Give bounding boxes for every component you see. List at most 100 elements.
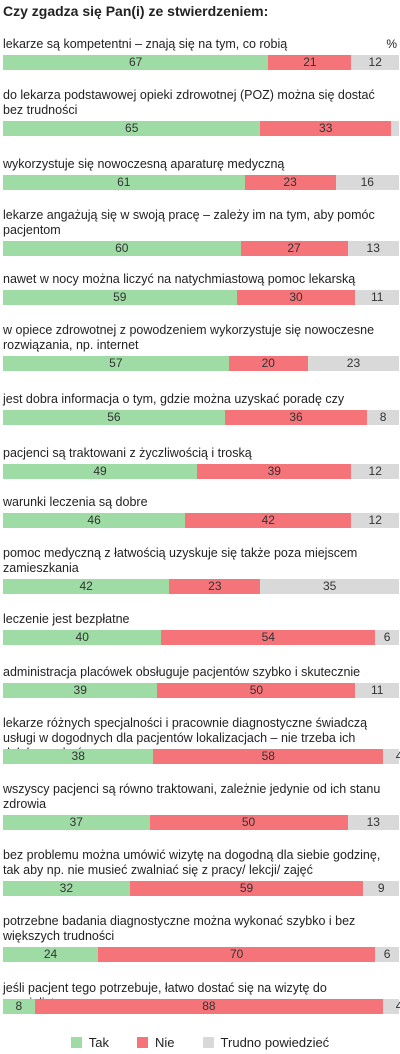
data-label: 6 bbox=[383, 947, 391, 961]
data-label: 12 bbox=[368, 55, 382, 69]
category-label: lekarze angażują się w swoją pracę – zal… bbox=[3, 208, 375, 237]
data-label: 54 bbox=[261, 630, 275, 644]
stacked-bar: 39 50 11 bbox=[3, 683, 399, 698]
data-label: 39 bbox=[267, 464, 281, 478]
data-label: 56 bbox=[107, 410, 121, 424]
data-label: 20 bbox=[261, 356, 275, 370]
legend: Tak Nie Trudno powiedzieć bbox=[0, 1035, 400, 1050]
data-label: 11 bbox=[370, 290, 384, 304]
category-label: nawet w nocy można liczyć na natychmiast… bbox=[3, 272, 356, 286]
stacked-bar: 42 23 35 bbox=[3, 579, 399, 594]
stacked-bar: 40 54 6 bbox=[3, 630, 399, 645]
legend-label-tak: Tak bbox=[88, 1035, 110, 1050]
bar-segment-tak: 38 bbox=[3, 749, 154, 764]
bar-segment-nie: 36 bbox=[224, 410, 368, 425]
data-label: 88 bbox=[202, 999, 216, 1013]
data-label: 60 bbox=[115, 241, 129, 255]
stacked-bar: 37 50 13 bbox=[3, 815, 399, 830]
data-label: 65 bbox=[125, 121, 139, 135]
data-label: 30 bbox=[289, 290, 303, 304]
data-label: 39 bbox=[73, 683, 87, 697]
stacked-bar: 59 30 11 bbox=[3, 290, 399, 305]
data-label: 58 bbox=[261, 749, 275, 763]
bar-segment-trudno: 13 bbox=[347, 815, 399, 830]
bar-segment-trudno: 11 bbox=[355, 290, 399, 305]
data-label: 36 bbox=[289, 410, 303, 424]
stacked-bar: 32 59 9 bbox=[3, 881, 399, 896]
legend-label-nie: Nie bbox=[155, 1035, 175, 1050]
stacked-bar: 61 23 16 bbox=[3, 175, 399, 190]
data-label: 13 bbox=[366, 241, 380, 255]
bar-segment-trudno: 9 bbox=[363, 881, 399, 896]
bar-segment-tak: 65 bbox=[3, 121, 261, 136]
bar-segment-trudno: 4 bbox=[383, 749, 400, 764]
bar-segment-tak: 67 bbox=[3, 55, 269, 70]
data-label: 61 bbox=[117, 175, 131, 189]
bar-segment-trudno: 13 bbox=[347, 241, 399, 256]
data-label: 27 bbox=[287, 241, 301, 255]
data-label: 24 bbox=[43, 947, 58, 961]
data-label: 9 bbox=[377, 881, 385, 895]
stacked-bar: 65 33 2 bbox=[3, 121, 400, 136]
bar-segment-trudno: 23 bbox=[307, 356, 399, 371]
bar-segment-nie: 54 bbox=[161, 630, 376, 645]
bar-segment-nie: 50 bbox=[149, 815, 348, 830]
data-label: 13 bbox=[366, 815, 380, 829]
bar-segment-tak: 37 bbox=[3, 815, 150, 830]
data-label: 4 bbox=[395, 749, 400, 763]
data-label: 8 bbox=[15, 999, 23, 1013]
data-label: 59 bbox=[239, 881, 254, 895]
data-label: 23 bbox=[283, 175, 297, 189]
data-label: 40 bbox=[75, 630, 89, 644]
bar-segment-tak: 32 bbox=[3, 881, 130, 896]
bar-segment-trudno: 35 bbox=[260, 579, 399, 594]
bar-segment-tak: 46 bbox=[3, 513, 186, 528]
unit-label: % bbox=[386, 37, 397, 51]
category-label: wykorzystuje się nowoczesną aparaturę me… bbox=[3, 157, 285, 171]
bar-segment-trudno: 12 bbox=[351, 464, 399, 479]
data-label: 12 bbox=[368, 464, 382, 478]
data-label: 59 bbox=[113, 290, 127, 304]
stacked-bar: 56 36 8 bbox=[3, 410, 399, 425]
category-label: wszyscy pacjenci są równo traktowani, za… bbox=[3, 782, 381, 811]
bar-segment-tak: 60 bbox=[3, 241, 241, 256]
legend-swatch-trudno bbox=[202, 1037, 214, 1048]
bar-segment-nie: 59 bbox=[129, 881, 364, 896]
data-label: 23 bbox=[208, 579, 222, 593]
bar-segment-tak: 39 bbox=[3, 683, 158, 698]
data-label: 16 bbox=[360, 175, 374, 189]
bar-segment-trudno: 6 bbox=[375, 630, 399, 645]
data-label: 57 bbox=[109, 356, 123, 370]
data-label: 32 bbox=[59, 881, 74, 895]
bar-segment-tak: 49 bbox=[3, 464, 198, 479]
data-label: 50 bbox=[249, 683, 264, 697]
bar-segment-nie: 30 bbox=[236, 290, 356, 305]
stacked-bar: 8 88 4 bbox=[3, 999, 400, 1014]
bar-segment-nie: 39 bbox=[197, 464, 352, 479]
bar-segment-nie: 20 bbox=[228, 356, 308, 371]
bar-segment-tak: 8 bbox=[3, 999, 35, 1014]
bar-segment-trudno: 11 bbox=[355, 683, 399, 698]
bar-segment-trudno: 6 bbox=[375, 947, 399, 962]
bar-segment-tak: 59 bbox=[3, 290, 237, 305]
data-label: 12 bbox=[368, 513, 382, 527]
legend-item-nie: Nie bbox=[137, 1035, 175, 1050]
category-label: bez problemu można umówić wizytę na dogo… bbox=[3, 848, 381, 877]
legend-item-tak: Tak bbox=[70, 1035, 110, 1050]
bar-segment-nie: 23 bbox=[244, 175, 336, 190]
category-label: leczenie jest bezpłatne bbox=[3, 612, 130, 626]
bar-segment-nie: 88 bbox=[34, 999, 384, 1014]
data-label: 35 bbox=[323, 579, 337, 593]
bar-segment-nie: 42 bbox=[185, 513, 352, 528]
chart-rows: lekarze są kompetentni – znają się na ty… bbox=[3, 37, 400, 1014]
bar-segment-tak: 57 bbox=[3, 356, 229, 371]
bar-segment-nie: 58 bbox=[153, 749, 384, 764]
bar-segment-tak: 61 bbox=[3, 175, 245, 190]
bar-segment-nie: 33 bbox=[260, 121, 392, 136]
category-label: warunki leczenia są dobre bbox=[3, 495, 148, 509]
data-label: 6 bbox=[383, 630, 391, 644]
bar-segment-nie: 23 bbox=[169, 579, 261, 594]
category-label: potrzebne badania diagnostyczne można wy… bbox=[3, 914, 356, 943]
data-label: 50 bbox=[241, 815, 256, 829]
data-label: 67 bbox=[128, 55, 143, 69]
